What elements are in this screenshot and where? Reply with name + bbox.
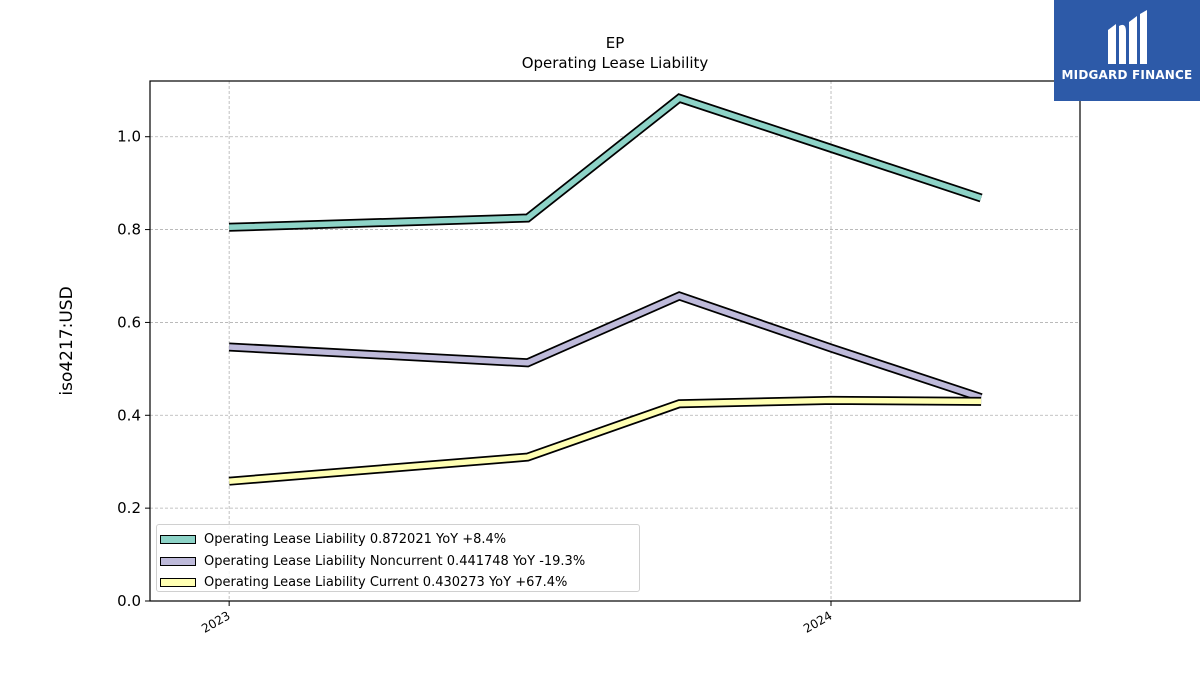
legend-label: Operating Lease Liability 0.872021 YoY +… <box>204 532 507 548</box>
y-axis-label: iso4217:USD <box>57 286 77 395</box>
grid-lines <box>150 81 1080 602</box>
series-lines <box>228 93 983 486</box>
x-tick-label: 2023 <box>199 608 232 635</box>
y-axis-ticks: 0.0 0.2 0.4 0.6 0.8 1.0 <box>117 128 150 610</box>
chart-subtitle: Operating Lease Liability <box>522 54 709 72</box>
series-line <box>228 293 982 401</box>
series-line <box>228 397 982 484</box>
legend-swatch <box>160 578 196 588</box>
legend-item: Operating Lease Liability 0.872021 YoY +… <box>160 529 639 551</box>
y-tick-label: 0.0 <box>117 592 141 610</box>
y-tick-label: 0.4 <box>117 406 141 424</box>
series-line-outline <box>228 395 982 486</box>
legend-swatch <box>160 535 196 545</box>
y-tick-label: 1.0 <box>117 128 141 146</box>
plot-frame <box>149 80 1081 602</box>
series-line <box>229 95 982 231</box>
chart-title: EP <box>606 34 625 52</box>
chart-legend: Operating Lease Liability 0.872021 YoY +… <box>156 524 640 592</box>
x-axis-ticks: 2023 2024 <box>199 601 835 636</box>
y-tick-label: 0.6 <box>117 313 141 331</box>
logo-text: MIDGARD FINANCE <box>1061 68 1193 82</box>
legend-label: Operating Lease Liability Current 0.4302… <box>204 575 568 591</box>
legend-swatch <box>160 556 196 566</box>
series-line-outline <box>228 291 983 402</box>
legend-item: Operating Lease Liability Noncurrent 0.4… <box>160 551 639 573</box>
brand-logo: MIDGARD FINANCE <box>1054 0 1200 101</box>
x-tick-label: 2024 <box>801 608 834 635</box>
y-tick-label: 0.8 <box>117 221 141 239</box>
y-tick-label: 0.2 <box>117 499 141 517</box>
legend-item: Operating Lease Liability Current 0.4302… <box>160 572 639 594</box>
legend-label: Operating Lease Liability Noncurrent 0.4… <box>204 553 586 569</box>
logo-mark-icon <box>1108 10 1147 64</box>
